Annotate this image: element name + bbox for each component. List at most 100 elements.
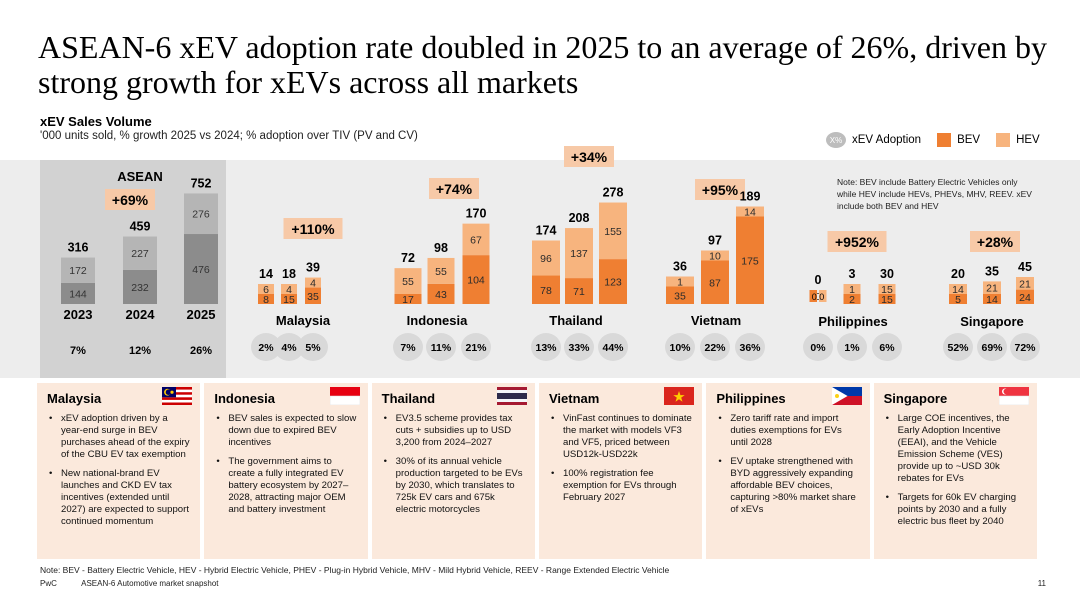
- footer-report: ASEAN-6 Automotive market snapshot: [81, 579, 219, 588]
- hev-bar: [281, 284, 297, 294]
- bev-bar: [599, 259, 627, 304]
- group-name-asean: ASEAN: [117, 169, 163, 184]
- hev-value-label: 14: [952, 284, 964, 296]
- bev-value-label: 5: [955, 294, 961, 306]
- card-bullet: VinFast continues to dominate the market…: [549, 413, 692, 461]
- adoption-value: 72%: [1014, 342, 1036, 354]
- total-value-label: 174: [536, 223, 557, 237]
- hev-bar: [666, 276, 694, 287]
- adoption-value: 52%: [947, 342, 969, 354]
- hev-value-label: 55: [435, 266, 447, 278]
- hev-value-label: 67: [470, 234, 482, 246]
- growth-badge: [970, 231, 1020, 252]
- total-value-label: 20: [951, 267, 965, 281]
- hev-value-label: 276: [192, 209, 210, 221]
- total-value-label: 36: [673, 260, 687, 274]
- total-value-label: 208: [569, 211, 590, 225]
- adoption-value: 26%: [190, 345, 212, 357]
- bev-value-label: 35: [674, 290, 686, 302]
- card-bullet: xEV adoption driven by a year-end surge …: [47, 413, 190, 461]
- hev-bar: [599, 202, 627, 260]
- adoption-value: 1%: [844, 342, 860, 354]
- hev-bar: [878, 284, 896, 294]
- growth-label: +95%: [702, 182, 739, 198]
- hev-bar: [61, 257, 95, 283]
- bev-value-label: 0: [815, 291, 821, 303]
- adoption-circle: [700, 333, 730, 361]
- card-malaysia: Malaysia xEV adoption driven by a year-e…: [37, 383, 201, 559]
- total-value-label: 3: [849, 267, 856, 281]
- adoption-value: 69%: [981, 342, 1003, 354]
- total-value-label: 459: [130, 220, 151, 234]
- hev-bar: [1016, 277, 1034, 290]
- bev-bar: [736, 216, 764, 304]
- total-value-label: 45: [1018, 260, 1032, 274]
- hev-legend-label: HEV: [1016, 134, 1040, 146]
- bev-value-label: 15: [881, 294, 893, 306]
- card-philippines: Philippines Zero tariff rate and import …: [706, 383, 870, 559]
- bev-value-label: 8: [263, 294, 269, 306]
- singapore-flag-icon: [998, 387, 1029, 405]
- bev-value-label: 104: [467, 275, 485, 287]
- adoption-circle: [598, 333, 628, 361]
- adoption-value: 10%: [669, 342, 691, 354]
- adoption-circle: [943, 333, 973, 361]
- adoption-circle: [803, 333, 833, 361]
- total-value-label: 39: [306, 261, 320, 275]
- hev-value-label: 14: [744, 207, 756, 219]
- growth-label: +74%: [436, 181, 473, 197]
- total-value-label: 189: [740, 190, 761, 204]
- zero-value-label: 0 0: [812, 292, 825, 302]
- group-name-indonesia: Indonesia: [407, 313, 468, 328]
- card-bullet: 30% of its annual vehicle production tar…: [382, 456, 525, 516]
- adoption-circle: [735, 333, 765, 361]
- adoption-circle: [531, 333, 561, 361]
- card-bullet: BEV sales is expected to slow down due t…: [214, 413, 357, 449]
- group-name-philippines: Philippines: [818, 314, 887, 329]
- hev-legend-swatch: [996, 133, 1011, 147]
- page-number: 11: [1037, 579, 1046, 588]
- hev-bar: [394, 268, 422, 294]
- hev-bar: [532, 240, 560, 276]
- hev-value-label: 1: [849, 284, 855, 296]
- year-label: 2025: [187, 307, 216, 322]
- bev-value-label: 35: [307, 291, 319, 303]
- hev-bar: [843, 284, 861, 294]
- card-bullet: EV uptake strengthened with BYD aggressi…: [716, 456, 859, 516]
- card-bullet: The government aims to create a fully in…: [214, 456, 357, 516]
- hev-value-label: 4: [286, 284, 292, 296]
- hev-value-label: 10: [709, 251, 721, 263]
- bev-bar: [61, 282, 95, 304]
- total-value-label: 35: [985, 264, 999, 278]
- card-title: Singapore: [883, 391, 948, 406]
- adoption-value: 7%: [400, 342, 416, 354]
- hev-bar: [736, 206, 764, 217]
- total-value-label: 14: [259, 267, 273, 281]
- hev-value-label: 155: [604, 226, 622, 238]
- bev-bar: [305, 287, 321, 304]
- xev-sales-chart: ASEAN+69%14417231620237%232227459202412%…: [61, 146, 1040, 361]
- bev-value-label: 2: [849, 294, 855, 306]
- adoption-value: 36%: [739, 342, 761, 354]
- adoption-value: 22%: [704, 342, 726, 354]
- hev-bar: [258, 284, 274, 294]
- hev-bar: [184, 193, 218, 235]
- philippines-flag-icon: [831, 387, 862, 405]
- total-value-label: 278: [603, 186, 624, 200]
- bev-bar: [701, 260, 729, 304]
- adoption-circle: [1010, 333, 1040, 361]
- bev-bar: [1016, 289, 1034, 304]
- adoption-value: 6%: [879, 342, 895, 354]
- bev-value-label: 476: [192, 264, 210, 276]
- chart-subtitle: xEV Sales Volume: [40, 114, 152, 129]
- hev-value-label: 96: [540, 253, 552, 265]
- card-bullet: New national-brand EV launches and CKD E…: [47, 468, 190, 528]
- bev-bar: [462, 255, 490, 304]
- chart-note: Note: BEV include Battery Electric Vehic…: [837, 177, 1032, 211]
- hev-value-label: 227: [131, 248, 149, 260]
- bev-bar: [281, 294, 297, 304]
- total-value-label: 97: [708, 234, 722, 248]
- card-title: Malaysia: [47, 391, 102, 406]
- bev-bar: [949, 294, 967, 304]
- bev-value-label: 144: [69, 288, 87, 300]
